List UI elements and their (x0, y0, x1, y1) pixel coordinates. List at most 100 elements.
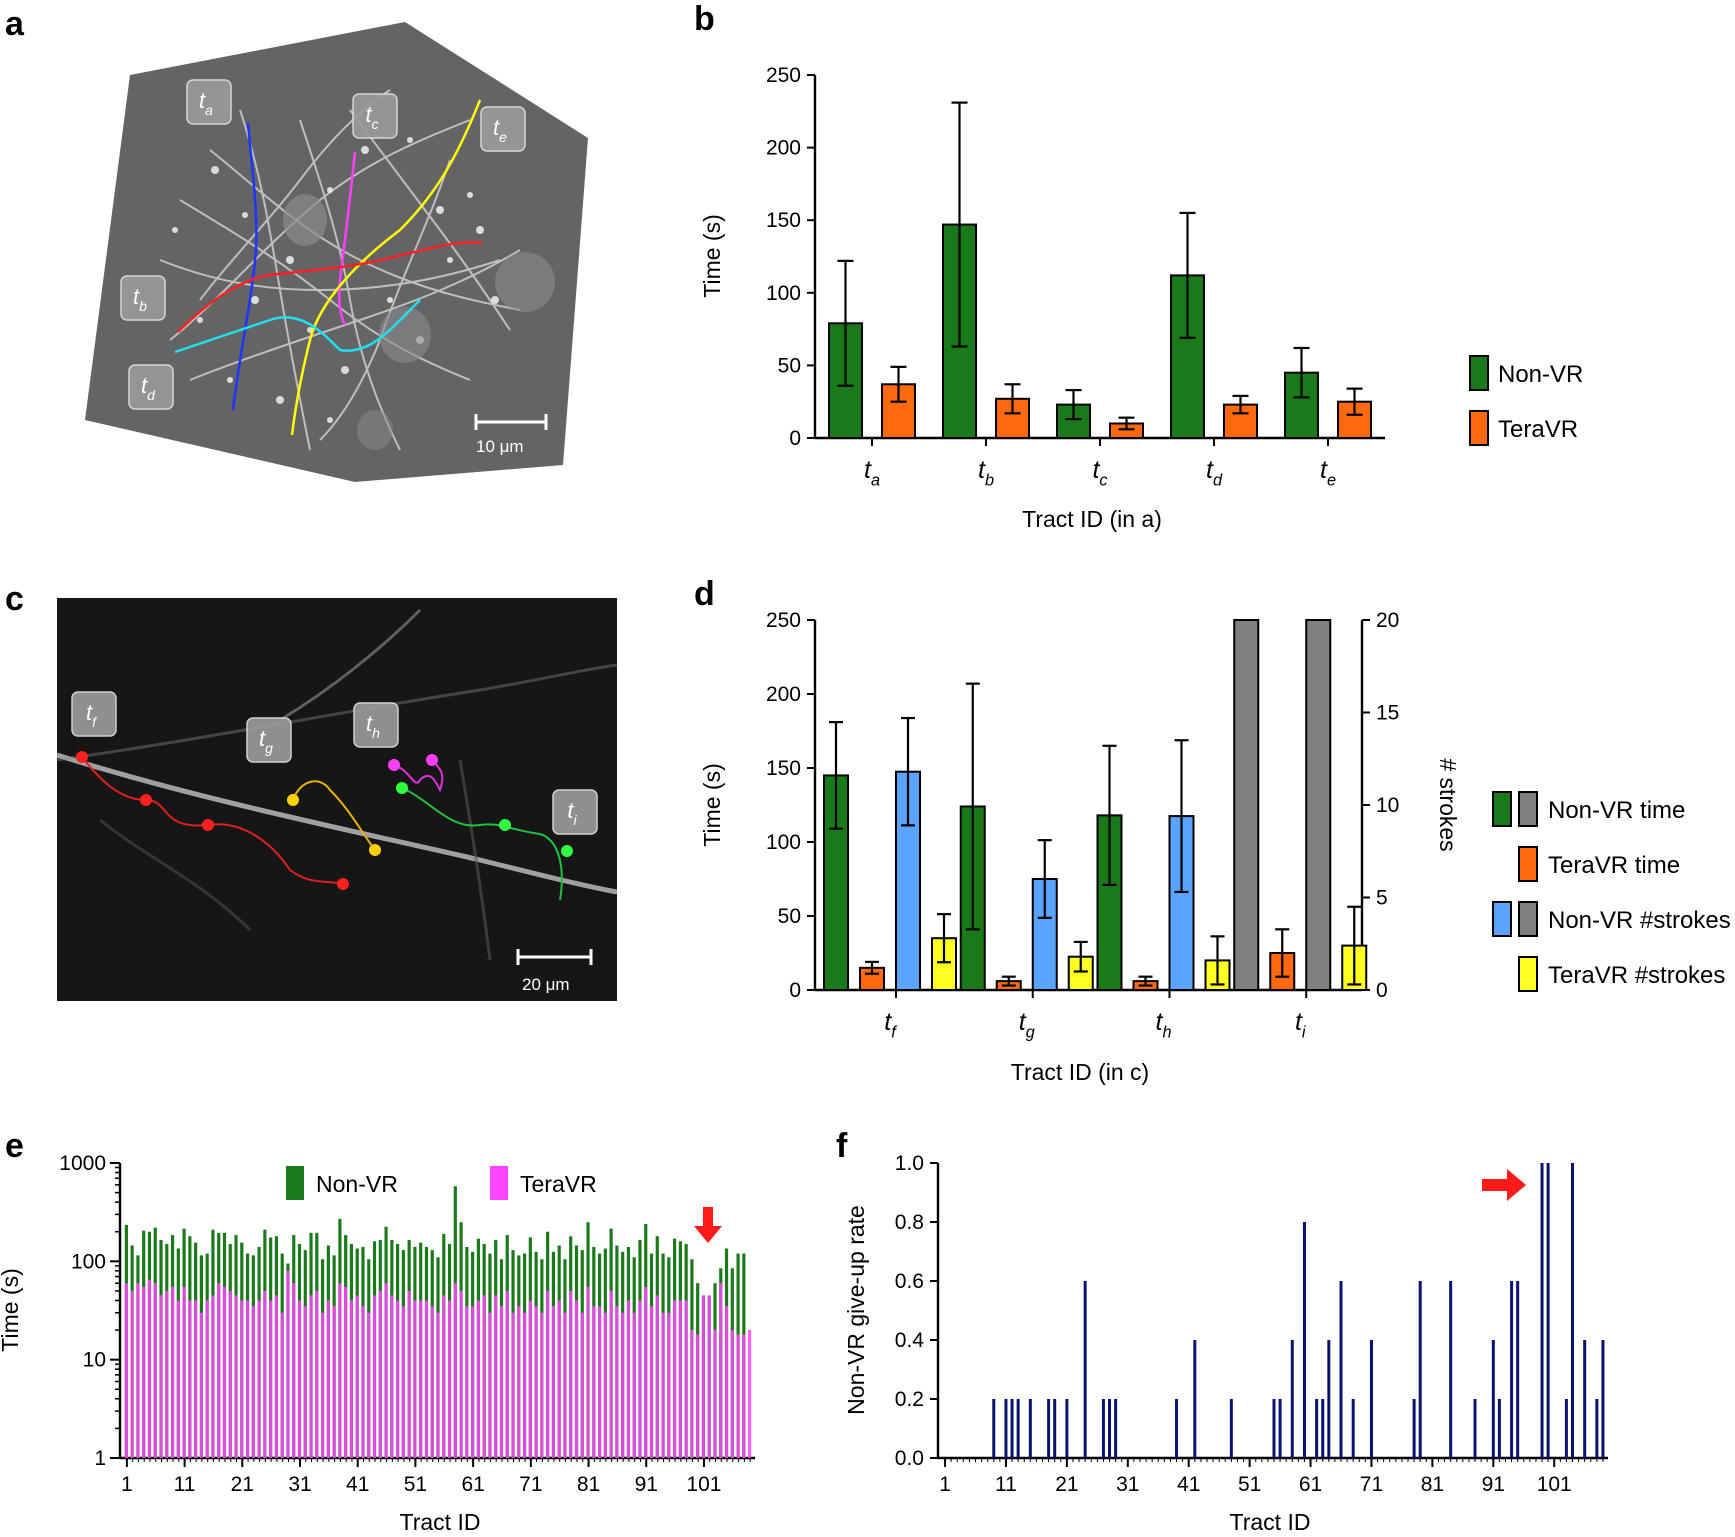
bar (1315, 1399, 1319, 1458)
scale-bar-label-a: 10 μm (476, 437, 524, 456)
x-tick-label-sub: g (1026, 1024, 1035, 1042)
bar-teravr (147, 1279, 152, 1458)
x-tick-label-base: t (978, 456, 986, 484)
x-axis-label: Tract ID (in a) (1022, 506, 1162, 532)
legend-swatch (1469, 410, 1489, 446)
tract-tag-label: tb (133, 284, 147, 314)
bar-teravr (384, 1283, 388, 1458)
bar (1305, 619, 1332, 991)
bar-teravr (730, 1330, 734, 1458)
bar-teravr (534, 1306, 538, 1458)
y-tick-label: 0.6 (895, 1270, 924, 1293)
bar (1570, 1163, 1574, 1458)
bar-teravr (251, 1306, 255, 1458)
tract-tag-label: ti (567, 798, 577, 828)
bar (1114, 1399, 1118, 1458)
x-tick-label: 11 (995, 1473, 1017, 1496)
bar-teravr (471, 1306, 475, 1458)
bar (1175, 1399, 1179, 1458)
bar-teravr (269, 1300, 273, 1458)
bar-teravr (321, 1312, 325, 1458)
x-tick-label-base: t (1019, 1008, 1027, 1036)
tract-tag-base: t (199, 88, 206, 113)
bar (1339, 1281, 1343, 1458)
bar-teravr (724, 1306, 729, 1458)
bar-teravr (205, 1300, 209, 1458)
bar (1491, 1340, 1495, 1458)
y-tick-label: 1000 (59, 1152, 106, 1175)
bar-teravr (442, 1295, 446, 1458)
y-tick-label: 150 (766, 757, 801, 780)
tract-tag-base: t (141, 373, 148, 398)
bar-teravr (355, 1295, 359, 1458)
legend-swatch (1518, 956, 1538, 992)
bar-teravr (644, 1286, 648, 1458)
bar-teravr (245, 1300, 250, 1458)
x-tick-label: 81 (577, 1473, 600, 1496)
tract-tag-label: tc (365, 102, 378, 132)
bar-teravr (673, 1300, 677, 1458)
bar-teravr (378, 1290, 382, 1458)
tract-tag-sub: h (372, 725, 380, 741)
bar (1418, 1281, 1422, 1458)
tract-tag-base: t (567, 798, 574, 823)
bar-teravr (419, 1300, 423, 1458)
legend-swatch (1518, 791, 1538, 827)
bar-teravr (170, 1286, 175, 1458)
bar (1564, 1399, 1568, 1458)
x-tick-label-sub: h (1162, 1024, 1171, 1042)
bar-teravr (569, 1290, 573, 1458)
bar (1497, 1399, 1501, 1458)
bar-teravr (130, 1290, 134, 1458)
y-tick-label: 10 (83, 1349, 106, 1372)
bar-teravr (280, 1312, 284, 1458)
x-tick-label: 91 (635, 1473, 658, 1496)
panel-letter-f: f (836, 1127, 848, 1165)
y-tick-label: 250 (766, 64, 801, 87)
bar-teravr (736, 1334, 740, 1458)
x-tick-label: tb (978, 456, 994, 490)
x-tick-label: tg (1019, 1008, 1035, 1042)
tract-tag-label: td (141, 373, 156, 403)
bar (1101, 1399, 1105, 1458)
bar (1193, 1340, 1197, 1458)
x-tick-label: td (1206, 456, 1223, 490)
legend-swatch (1518, 901, 1538, 937)
bar-teravr (748, 1330, 752, 1458)
bar-teravr (678, 1300, 682, 1458)
panel-letter-b: b (694, 0, 715, 38)
bar-teravr (332, 1306, 336, 1458)
x-tick-label-base: t (1156, 1008, 1164, 1036)
y-tick-right-label: 20 (1376, 609, 1399, 632)
bar-teravr (603, 1312, 607, 1458)
y-tick-label: 1.0 (895, 1152, 924, 1175)
bar-teravr (142, 1286, 146, 1458)
bar-teravr (297, 1300, 302, 1458)
y-axis-label: Time (s) (699, 763, 725, 846)
bar (1351, 1399, 1355, 1458)
bar (1327, 1340, 1331, 1458)
bar-teravr (465, 1306, 469, 1458)
legend-label: Non-VR (1498, 361, 1583, 388)
x-tick-label-base: t (884, 1008, 892, 1036)
bar (1108, 1399, 1112, 1458)
bar-teravr (546, 1290, 550, 1458)
tract-tag-sub: c (372, 116, 379, 132)
panel-c-image: 20 μm (56, 598, 618, 1001)
y-tick-label: 0 (789, 427, 801, 450)
bar-teravr (713, 1330, 717, 1458)
tract-tag-label: tg (259, 726, 273, 756)
tract-tag-label: th (366, 711, 380, 741)
bar-teravr (522, 1312, 527, 1458)
bar-teravr (124, 1283, 128, 1458)
bar-teravr (182, 1286, 186, 1458)
x-tick-label-base: t (1320, 456, 1328, 484)
panel-letter-d: d (694, 575, 715, 613)
tract-tag-sub: g (265, 740, 273, 756)
tract-tag-box (186, 79, 232, 125)
bar-teravr (459, 1290, 463, 1458)
y-tick-label: 0.2 (895, 1388, 924, 1411)
chart-f: 0.00.20.40.60.81.01 11 21 31 41 51 61 71 81 91 101… (843, 1152, 1608, 1535)
legend-label: TeraVR (520, 1171, 597, 1197)
